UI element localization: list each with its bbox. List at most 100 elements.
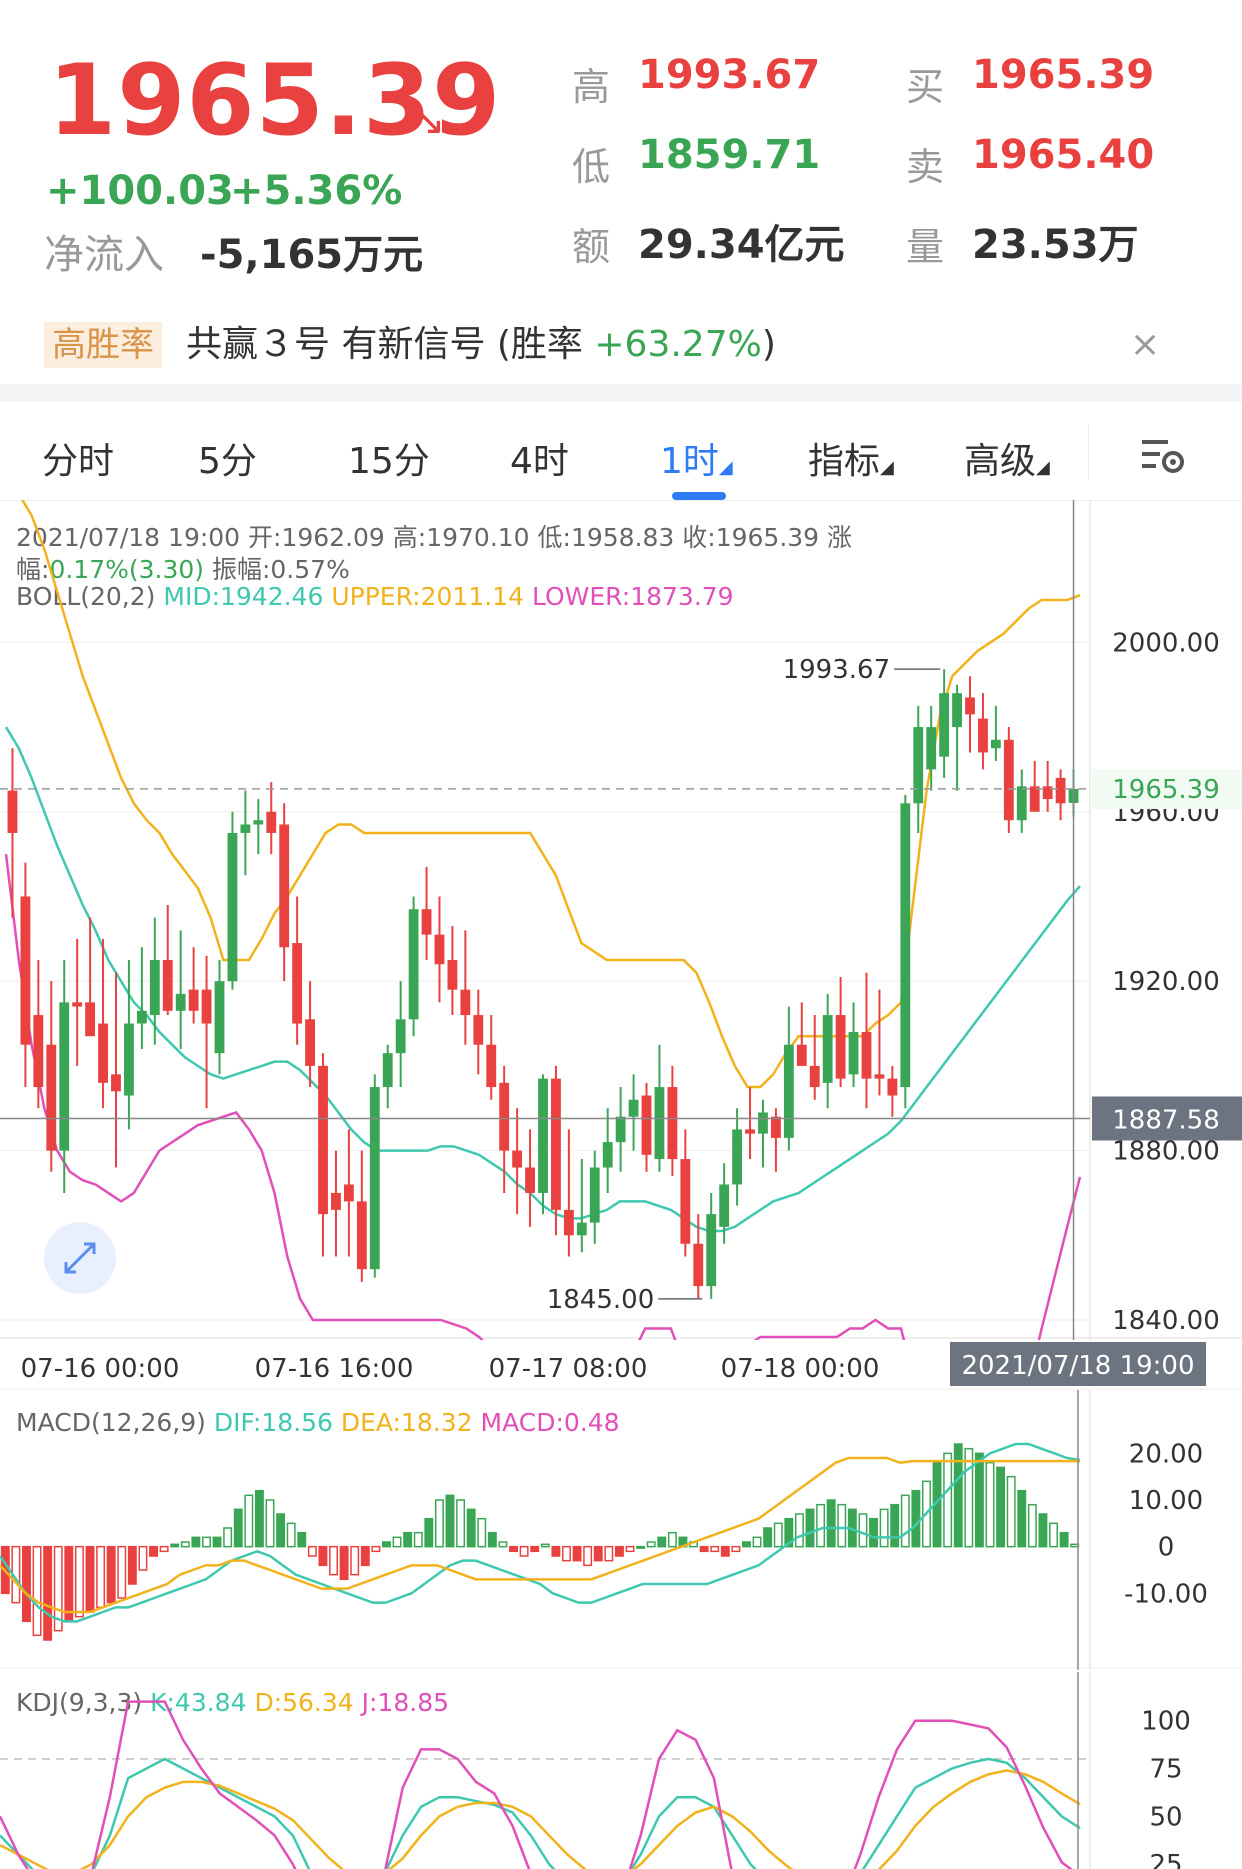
change-pct-value: 0.17%(3.30) xyxy=(49,555,205,584)
macd-bar xyxy=(32,1545,42,1637)
down-trend-arrow-icon: ↘ xyxy=(412,98,446,144)
tab-indicators[interactable]: 指标◢ xyxy=(808,432,894,484)
macd-bar xyxy=(127,1545,137,1585)
macd-bar xyxy=(773,1522,783,1548)
list-gear-icon[interactable] xyxy=(1140,434,1190,476)
candle xyxy=(253,799,264,855)
candle xyxy=(382,1044,393,1109)
ask-value: 1965.40 xyxy=(972,132,1155,178)
candle-body xyxy=(473,1015,484,1045)
macd-bar xyxy=(403,1531,413,1548)
signal-win-rate: +63.27% xyxy=(594,324,762,365)
candle-body xyxy=(499,1082,510,1151)
candle xyxy=(279,803,290,982)
candle-body xyxy=(990,739,1001,749)
macd-bar xyxy=(794,1513,804,1548)
macd-bar xyxy=(64,1545,74,1623)
candle xyxy=(356,1150,367,1282)
macd-bar xyxy=(974,1452,984,1548)
y-tick-label: 1840.00 xyxy=(1112,1306,1220,1336)
candle-body xyxy=(292,943,303,1024)
bid-label: 买 xyxy=(906,65,945,109)
candle xyxy=(615,1087,626,1172)
macd-bar xyxy=(466,1508,476,1548)
kdj-j-line xyxy=(0,1700,1073,1869)
y-tick-label: 100 xyxy=(1141,1707,1191,1737)
candle xyxy=(85,917,96,1037)
candle-body xyxy=(835,1015,846,1079)
candle-body xyxy=(408,909,419,1020)
boll-mid: MID:1942.46 xyxy=(163,582,324,611)
signal-banner[interactable]: 共赢３号 有新信号 (胜率 +63.27%) xyxy=(186,322,776,368)
close-icon[interactable]: × xyxy=(1130,324,1161,365)
candle-body xyxy=(900,803,911,1088)
candle xyxy=(486,1015,497,1100)
ask-label: 卖 xyxy=(906,145,945,189)
candle-body xyxy=(952,693,962,728)
kdj-k-line xyxy=(0,1757,1081,1869)
candle xyxy=(111,972,121,1168)
candle xyxy=(835,976,846,1088)
macd-bar xyxy=(106,1545,116,1604)
tab-1hour[interactable]: 1时◢ xyxy=(660,432,733,484)
candle-body xyxy=(98,1023,108,1083)
macd-bar xyxy=(434,1499,444,1548)
candle xyxy=(602,1108,613,1193)
candle xyxy=(887,1065,898,1117)
expand-icon xyxy=(64,1242,96,1274)
y-tick-label: 10.00 xyxy=(1129,1486,1203,1516)
macd-bar xyxy=(985,1461,995,1548)
candle xyxy=(1042,760,1053,812)
candle-body xyxy=(46,1044,57,1151)
candle-body xyxy=(680,1159,691,1244)
tab-advanced-label: 高级 xyxy=(964,441,1037,482)
candle-info-line1: 2021/07/18 19:00 开:1962.09 高:1970.10 低:1… xyxy=(16,523,853,552)
period-tabs: 分时 5分 15分 4时 1时◢ 指标◢ 高级◢ xyxy=(0,402,1242,501)
candle-body xyxy=(434,934,445,965)
candle-body xyxy=(538,1078,548,1193)
macd-chart[interactable]: -10.00 0 10.00 20.00 xyxy=(0,1390,1242,1670)
candle-body xyxy=(913,727,924,804)
kdj-d-line xyxy=(0,1769,1081,1869)
last-price: 1965.39 xyxy=(48,44,502,158)
macd-bar xyxy=(720,1545,730,1557)
macd-bar xyxy=(911,1489,921,1548)
y-tick-label: 0 xyxy=(1158,1533,1175,1563)
amplitude-label: 幅: xyxy=(16,555,50,584)
macd-bar xyxy=(625,1545,635,1553)
macd-bar xyxy=(350,1545,360,1576)
candle-body xyxy=(796,1044,807,1066)
macd-bar xyxy=(329,1545,338,1576)
tab-5min[interactable]: 5分 xyxy=(198,441,257,482)
macd-bar xyxy=(74,1545,84,1618)
kdj-chart[interactable]: 25 50 75 100 xyxy=(0,1672,1242,1869)
x-tick-label: 07-18 00:00 xyxy=(721,1354,880,1384)
netflow-value: -5,165万元 xyxy=(200,232,424,278)
candlestick-chart[interactable]: 1840.001880.001920.001960.002000.001965.… xyxy=(0,500,1242,1340)
tab-timeshare[interactable]: 分时 xyxy=(42,441,115,482)
candle-body xyxy=(1003,739,1014,821)
candle xyxy=(1055,769,1066,821)
macd-bar xyxy=(456,1499,466,1548)
tab-4hour[interactable]: 4时 xyxy=(510,441,569,482)
candle-body xyxy=(266,811,277,833)
macd-bar xyxy=(43,1545,53,1641)
candle-body xyxy=(447,960,458,990)
y-tick-label: 1880.00 xyxy=(1112,1137,1220,1167)
candle-body xyxy=(706,1214,717,1287)
tab-15min[interactable]: 15分 xyxy=(348,441,430,482)
candle xyxy=(318,1053,328,1257)
kdj-j: J:18.85 xyxy=(361,1688,450,1717)
macd-bar xyxy=(254,1489,264,1548)
macd-bar xyxy=(583,1545,593,1567)
candle-body xyxy=(343,1184,354,1202)
candle-body xyxy=(149,960,160,1016)
x-axis-row: 07-16 00:00 07-16 16:00 07-17 08:00 07-18 0… xyxy=(0,1342,1242,1390)
tab-advanced[interactable]: 高级◢ xyxy=(964,432,1050,484)
candle xyxy=(525,1129,535,1227)
candle xyxy=(499,1065,510,1193)
macd-bar xyxy=(943,1452,953,1548)
candle-body xyxy=(822,1015,833,1083)
candle-body xyxy=(1029,786,1040,812)
candle-body xyxy=(589,1167,600,1223)
